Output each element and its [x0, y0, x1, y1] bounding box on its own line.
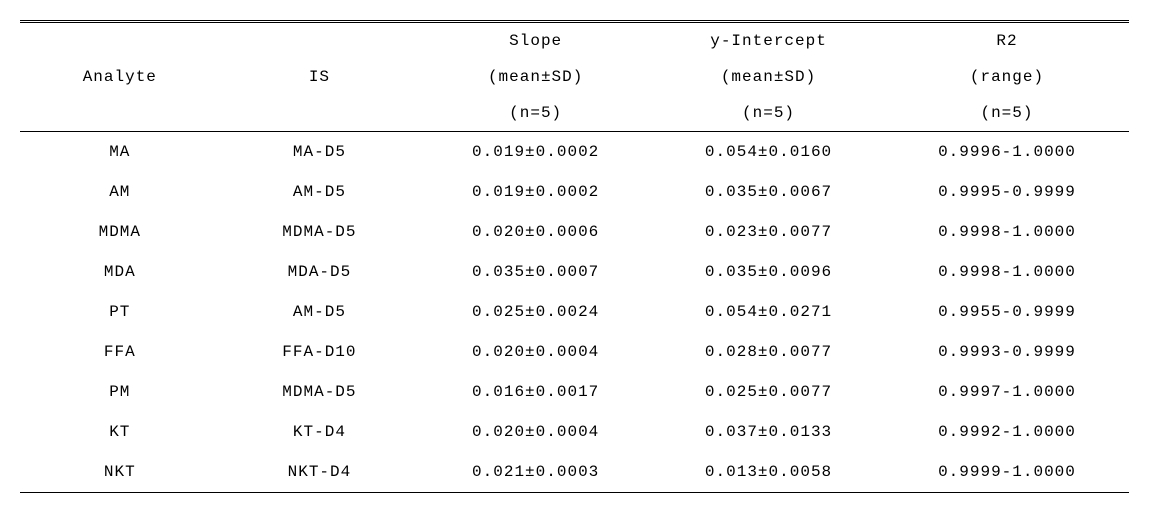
col-header-slope: Slope (mean±SD) (n=5) — [419, 22, 652, 132]
table-row: KTKT-D40.020±0.00040.037±0.01330.9992-1.… — [20, 412, 1129, 452]
cell-is: AM-D5 — [220, 172, 420, 212]
col-header-yint-l2: (mean±SD) — [652, 59, 885, 95]
cell-analyte: AM — [20, 172, 220, 212]
cell-yint: 0.013±0.0058 — [652, 452, 885, 493]
header-row: Analyte IS Slope (mean±SD) (n=5) — [20, 22, 1129, 132]
table-row: MAMA-D50.019±0.00020.054±0.01600.9996-1.… — [20, 132, 1129, 173]
cell-analyte: MDA — [20, 252, 220, 292]
table-row: FFAFFA-D100.020±0.00040.028±0.00770.9993… — [20, 332, 1129, 372]
col-header-slope-l3: (n=5) — [419, 95, 652, 131]
table-container: Analyte IS Slope (mean±SD) (n=5) — [20, 20, 1129, 493]
cell-analyte: FFA — [20, 332, 220, 372]
cell-is: MDMA-D5 — [220, 212, 420, 252]
cell-slope: 0.016±0.0017 — [419, 372, 652, 412]
cell-analyte: KT — [20, 412, 220, 452]
cell-r2: 0.9992-1.0000 — [885, 412, 1129, 452]
col-header-analyte: Analyte — [20, 22, 220, 132]
cell-yint: 0.023±0.0077 — [652, 212, 885, 252]
cell-yint: 0.028±0.0077 — [652, 332, 885, 372]
cell-slope: 0.019±0.0002 — [419, 132, 652, 173]
cell-slope: 0.019±0.0002 — [419, 172, 652, 212]
col-header-is: IS — [220, 22, 420, 132]
table-row: PTAM-D50.025±0.00240.054±0.02710.9955-0.… — [20, 292, 1129, 332]
table-row: PMMDMA-D50.016±0.00170.025±0.00770.9997-… — [20, 372, 1129, 412]
cell-is: KT-D4 — [220, 412, 420, 452]
cell-is: FFA-D10 — [220, 332, 420, 372]
table-row: MDAMDA-D50.035±0.00070.035±0.00960.9998-… — [20, 252, 1129, 292]
cell-slope: 0.025±0.0024 — [419, 292, 652, 332]
table-row: AMAM-D50.019±0.00020.035±0.00670.9995-0.… — [20, 172, 1129, 212]
cell-is: NKT-D4 — [220, 452, 420, 493]
table-row: MDMAMDMA-D50.020±0.00060.023±0.00770.999… — [20, 212, 1129, 252]
col-header-r2: R2 (range) (n=5) — [885, 22, 1129, 132]
col-header-yint-l3: (n=5) — [652, 95, 885, 131]
cell-analyte: MA — [20, 132, 220, 173]
table-head: Analyte IS Slope (mean±SD) (n=5) — [20, 22, 1129, 132]
cell-is: MA-D5 — [220, 132, 420, 173]
cell-analyte: NKT — [20, 452, 220, 493]
cell-slope: 0.020±0.0004 — [419, 412, 652, 452]
cell-r2: 0.9998-1.0000 — [885, 252, 1129, 292]
cell-slope: 0.020±0.0004 — [419, 332, 652, 372]
cell-is: AM-D5 — [220, 292, 420, 332]
cell-r2: 0.9999-1.0000 — [885, 452, 1129, 493]
col-header-slope-l2: (mean±SD) — [419, 59, 652, 95]
col-header-yint: y-Intercept (mean±SD) (n=5) — [652, 22, 885, 132]
cell-r2: 0.9995-0.9999 — [885, 172, 1129, 212]
col-header-slope-l1: Slope — [419, 23, 652, 59]
table-row: NKTNKT-D40.021±0.00030.013±0.00580.9999-… — [20, 452, 1129, 493]
cell-yint: 0.035±0.0067 — [652, 172, 885, 212]
col-header-yint-l1: y-Intercept — [652, 23, 885, 59]
cell-yint: 0.035±0.0096 — [652, 252, 885, 292]
cell-slope: 0.035±0.0007 — [419, 252, 652, 292]
cell-yint: 0.037±0.0133 — [652, 412, 885, 452]
table-body: MAMA-D50.019±0.00020.054±0.01600.9996-1.… — [20, 132, 1129, 493]
cell-r2: 0.9993-0.9999 — [885, 332, 1129, 372]
cell-is: MDA-D5 — [220, 252, 420, 292]
col-header-r2-l1: R2 — [885, 23, 1129, 59]
cell-r2: 0.9955-0.9999 — [885, 292, 1129, 332]
data-table: Analyte IS Slope (mean±SD) (n=5) — [20, 20, 1129, 493]
cell-yint: 0.025±0.0077 — [652, 372, 885, 412]
cell-analyte: PT — [20, 292, 220, 332]
cell-r2: 0.9997-1.0000 — [885, 372, 1129, 412]
col-header-r2-l3: (n=5) — [885, 95, 1129, 131]
cell-slope: 0.020±0.0006 — [419, 212, 652, 252]
col-header-is-l2: IS — [220, 59, 420, 95]
cell-yint: 0.054±0.0160 — [652, 132, 885, 173]
cell-yint: 0.054±0.0271 — [652, 292, 885, 332]
cell-is: MDMA-D5 — [220, 372, 420, 412]
cell-r2: 0.9996-1.0000 — [885, 132, 1129, 173]
cell-slope: 0.021±0.0003 — [419, 452, 652, 493]
cell-analyte: MDMA — [20, 212, 220, 252]
col-header-r2-l2: (range) — [885, 59, 1129, 95]
cell-r2: 0.9998-1.0000 — [885, 212, 1129, 252]
cell-analyte: PM — [20, 372, 220, 412]
col-header-analyte-l2: Analyte — [20, 59, 220, 95]
